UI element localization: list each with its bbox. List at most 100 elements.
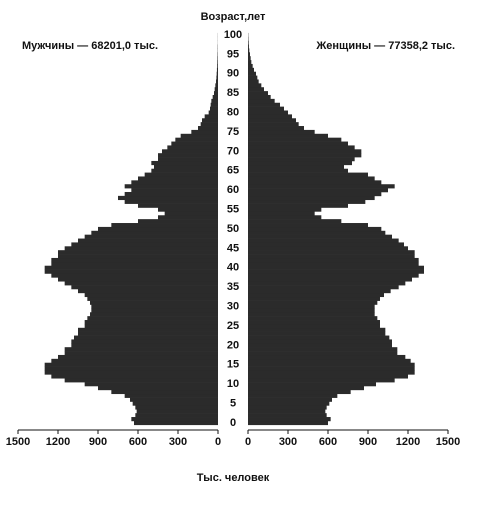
bar (85, 382, 218, 386)
bar (125, 394, 218, 398)
bar (248, 196, 375, 200)
x-axis-title: Тыс. человек (197, 472, 270, 484)
bar (135, 405, 218, 409)
bar (90, 301, 218, 305)
bar (248, 180, 381, 184)
bar (125, 184, 218, 188)
y-tick-label: 25 (227, 320, 239, 332)
bar (209, 111, 218, 115)
y-tick-label: 60 (227, 184, 239, 196)
bar (248, 204, 348, 208)
bar (133, 402, 218, 406)
bar (71, 343, 218, 347)
bar (91, 231, 218, 235)
bar (248, 87, 264, 91)
bar (248, 142, 348, 146)
bar (248, 48, 249, 52)
bar (91, 305, 218, 309)
bar (58, 355, 218, 359)
bar (216, 79, 218, 83)
bar (211, 99, 218, 103)
bar (248, 235, 392, 239)
bar (248, 145, 355, 149)
bar (151, 169, 218, 173)
bar (45, 367, 218, 371)
bar (248, 246, 408, 250)
x-tick-label: 1200 (396, 436, 420, 448)
bar (65, 246, 218, 250)
bar (248, 324, 380, 328)
bar (248, 157, 355, 161)
bar (248, 76, 257, 80)
bar (248, 153, 361, 157)
bar (248, 386, 364, 390)
bar (248, 382, 376, 386)
legend-male: Мужчины — 68201,0 тыс. (22, 40, 158, 52)
bar (248, 363, 415, 367)
bar (248, 258, 419, 262)
bar (248, 413, 327, 417)
y-tick-label: 55 (227, 204, 239, 216)
bar (248, 367, 415, 371)
bar (158, 153, 218, 157)
bar (135, 413, 218, 417)
bar (248, 103, 280, 107)
bar (158, 215, 218, 219)
y-tick-label: 10 (227, 378, 239, 390)
x-tick-label: 900 (359, 436, 377, 448)
bar (248, 390, 351, 394)
bar (131, 180, 218, 184)
bar (158, 208, 218, 212)
bar (98, 227, 218, 231)
x-tick-label: 1500 (436, 436, 460, 448)
bar (248, 293, 384, 297)
bar (248, 378, 395, 382)
bar (248, 118, 296, 122)
bar (138, 219, 218, 223)
bar (248, 421, 328, 425)
bar (118, 196, 218, 200)
chart-title: Возраст,лет (201, 11, 266, 23)
bar (248, 273, 419, 277)
x-tick-label: 1200 (46, 436, 70, 448)
bar (248, 41, 249, 45)
legend-female: Женщины — 77358,2 тыс. (315, 40, 455, 52)
bar (85, 320, 218, 324)
bar (248, 402, 329, 406)
bar (85, 293, 218, 297)
bar (51, 262, 218, 266)
bar (87, 316, 218, 320)
bar (248, 339, 392, 343)
bar (98, 386, 218, 390)
bar (248, 277, 412, 281)
bar (248, 173, 368, 177)
bar (215, 83, 218, 87)
bar (248, 347, 397, 351)
bar (248, 56, 251, 60)
x-tick-label: 600 (319, 436, 337, 448)
bar (137, 409, 218, 413)
bar (58, 277, 218, 281)
bar (214, 91, 218, 95)
bar (85, 235, 218, 239)
bar (198, 126, 218, 130)
y-tick-label: 100 (224, 29, 242, 41)
bar (248, 68, 254, 72)
bar (248, 398, 332, 402)
x-tick-label: 300 (279, 436, 297, 448)
y-tick-label: 30 (227, 301, 239, 313)
bar (248, 305, 375, 309)
y-tick-label: 95 (227, 48, 239, 60)
bar (248, 134, 328, 138)
y-tick-label: 20 (227, 339, 239, 351)
bar (248, 250, 415, 254)
bar (248, 149, 361, 153)
bar (51, 359, 218, 363)
x-tick-label: 600 (129, 436, 147, 448)
bar (248, 169, 348, 173)
bar (138, 176, 218, 180)
bar (45, 370, 218, 374)
bar (248, 52, 250, 56)
bar (210, 107, 218, 111)
